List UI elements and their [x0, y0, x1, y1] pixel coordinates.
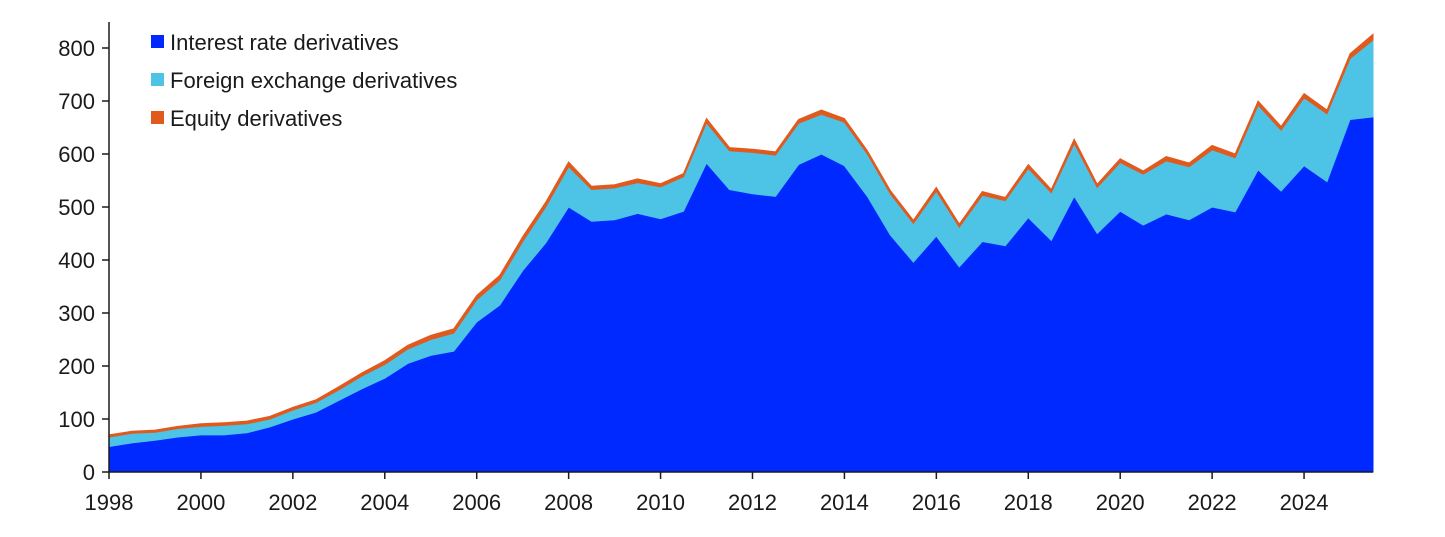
- y-tick-label: 400: [58, 248, 95, 273]
- y-axis-ticks: 0 100 200 300 400 500 600 700 800: [58, 36, 109, 485]
- x-tick-label: 2020: [1096, 490, 1145, 515]
- x-tick-label: 2004: [360, 490, 409, 515]
- y-tick-label: 500: [58, 195, 95, 220]
- legend-label-interest-rate: Interest rate derivatives: [170, 30, 399, 55]
- y-tick-label: 300: [58, 301, 95, 326]
- x-tick-label: 2000: [176, 490, 225, 515]
- y-tick-label: 200: [58, 354, 95, 379]
- x-tick-label: 2016: [912, 490, 961, 515]
- x-axis-ticks: 1998 2000 2002 2004 2006 2008 2010 2012 2014 2016…: [85, 472, 1329, 515]
- x-tick-label: 2010: [636, 490, 685, 515]
- area-equity-derivatives: [108, 33, 1374, 438]
- legend-label-equity: Equity derivatives: [170, 106, 342, 131]
- legend: Interest rate derivatives Foreign exchan…: [151, 30, 457, 131]
- x-tick-label: 2012: [728, 490, 777, 515]
- x-tick-label: 2002: [268, 490, 317, 515]
- legend-swatch-foreign-exchange: [151, 73, 164, 86]
- x-tick-label: 2022: [1188, 490, 1237, 515]
- x-tick-label: 2006: [452, 490, 501, 515]
- y-tick-label: 800: [58, 36, 95, 61]
- x-tick-label: 1998: [85, 490, 134, 515]
- legend-label-foreign-exchange: Foreign exchange derivatives: [170, 68, 457, 93]
- y-tick-label: 600: [58, 142, 95, 167]
- y-tick-label: 700: [58, 89, 95, 114]
- x-tick-label: 2008: [544, 490, 593, 515]
- y-tick-label: 100: [58, 407, 95, 432]
- legend-swatch-interest-rate: [151, 35, 164, 48]
- x-tick-label: 2014: [820, 490, 869, 515]
- x-tick-label: 2018: [1004, 490, 1053, 515]
- legend-swatch-equity: [151, 111, 164, 124]
- x-tick-label: 2024: [1280, 490, 1329, 515]
- area-layers: [108, 33, 1374, 473]
- y-tick-label: 0: [83, 460, 95, 485]
